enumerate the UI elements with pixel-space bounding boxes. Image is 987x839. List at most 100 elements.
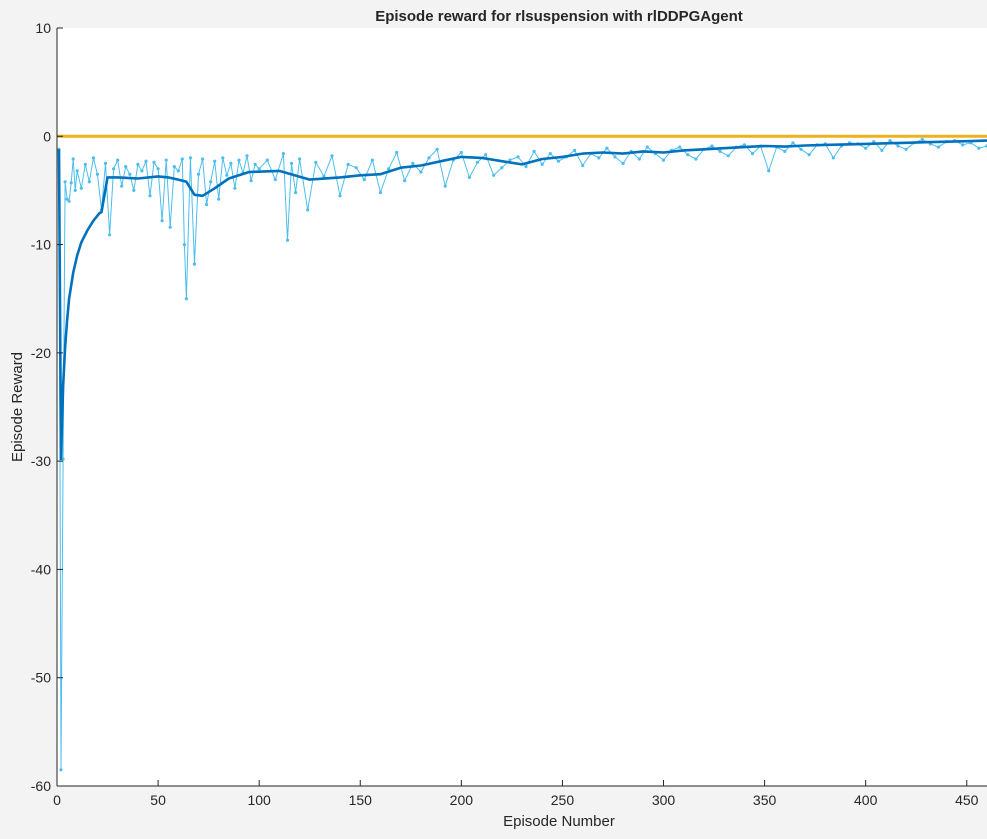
episode-reward-point [79,186,83,190]
episode-reward-point [548,152,552,156]
episode-reward-point [205,202,209,207]
episode-reward-point [192,262,197,266]
episode-reward-point [245,154,249,158]
x-tick-label: 200 [450,792,474,808]
chart-title: Episode reward for rlsuspension with rlD… [375,8,743,25]
episode-reward-point [128,172,132,176]
episode-reward-point [172,165,176,169]
episode-reward-point [257,167,261,171]
episode-reward-point [338,194,342,198]
episode-reward-point [637,157,641,161]
episode-reward-point [977,146,981,150]
y-tick-label: -10 [31,237,51,253]
episode-reward-point [314,160,318,164]
episode-reward-point [807,153,811,157]
episode-reward-point [467,175,471,179]
episode-reward-point [322,174,326,178]
episode-reward-point [281,152,285,156]
episode-reward-point [791,141,795,145]
episode-reward-point [225,173,229,177]
episode-reward-point [783,149,787,153]
episode-reward-point [148,194,152,198]
episode-reward-point [524,165,528,169]
episode-reward-point [532,149,536,153]
episode-reward-point [253,162,257,166]
y-tick-label: -20 [31,345,51,361]
episode-reward-point [209,180,213,184]
x-tick-label: 400 [854,792,878,808]
episode-reward-point [395,150,399,155]
episode-reward-point [83,162,87,166]
episode-reward-point [540,162,544,166]
episode-reward-point [516,155,520,159]
average-reward-series [57,139,987,461]
episode-reward-point [160,219,164,223]
episode-reward-point [229,161,233,165]
episode-reward-point [621,161,625,165]
x-axis-label: Episode Number [503,813,615,830]
episode-reward-point [265,158,269,162]
episode-reward-point [95,172,99,176]
episode-reward-point [573,148,577,152]
episode-reward-point [492,173,496,177]
episode-reward-point [140,169,144,173]
x-tick-label: 0 [53,792,61,808]
episode-reward-point [678,145,682,149]
episode-reward-point [581,163,585,168]
episode-reward-point [112,167,116,171]
episode-reward-point [249,179,253,183]
episode-reward-point [289,161,294,165]
episode-reward-point [298,157,302,161]
episode-reward-point [605,146,609,150]
y-tick-label: -30 [31,453,51,469]
episode-reward-point [354,166,358,170]
episode-reward-point [221,156,225,160]
episode-reward-point [346,162,350,166]
episode-reward-point [686,153,690,157]
episode-reward-point [961,143,965,147]
episode-reward-point [362,178,366,182]
episode-reward-point [294,191,298,195]
episode-reward-point [188,156,192,160]
episode-reward-point [103,161,108,165]
episode-reward-point [750,152,755,156]
episode-reward-point [718,149,722,153]
episode-reward-point [65,197,69,201]
x-axis-ticks: 0 50 100 150 200 250 300 350 400 450 [53,780,979,808]
x-tick-label: 150 [349,792,373,808]
episode-reward-point [285,238,290,242]
y-tick-label: 0 [43,128,51,144]
episode-reward-point [387,167,391,171]
episode-reward-point [273,178,277,182]
episode-reward-point [182,243,186,247]
episode-reward-point [500,166,504,170]
episode-reward-point [459,150,463,155]
y-tick-label: -60 [31,778,51,794]
episode-reward-point [217,197,221,201]
episode-reward-point [108,233,112,237]
episode-reward-point [213,159,217,163]
episode-reward-point [411,161,415,165]
episode-reward-point [75,169,79,173]
episode-reward-point [330,154,334,158]
episode-reward-point [710,144,714,148]
episode-reward-point [880,148,884,152]
episode-reward-point [799,147,803,151]
episode-reward-point [419,170,423,174]
episode-reward-point [168,225,172,229]
episode-reward-point [403,179,407,183]
x-tick-label: 450 [955,792,979,808]
episode-reward-point [91,156,95,160]
episode-reward-point [378,191,383,195]
episode-reward-point [904,147,908,151]
episode-reward-point [645,145,649,149]
episode-reward-point [196,172,201,176]
episode-reward-point [475,160,480,164]
episode-reward-point [237,158,241,162]
x-tick-label: 300 [652,792,676,808]
episode-reward-point [920,137,924,142]
episode-reward-point [116,158,120,162]
x-tick-label: 250 [551,792,575,808]
y-tick-label: -40 [31,561,51,577]
episode-reward-point [864,146,868,150]
